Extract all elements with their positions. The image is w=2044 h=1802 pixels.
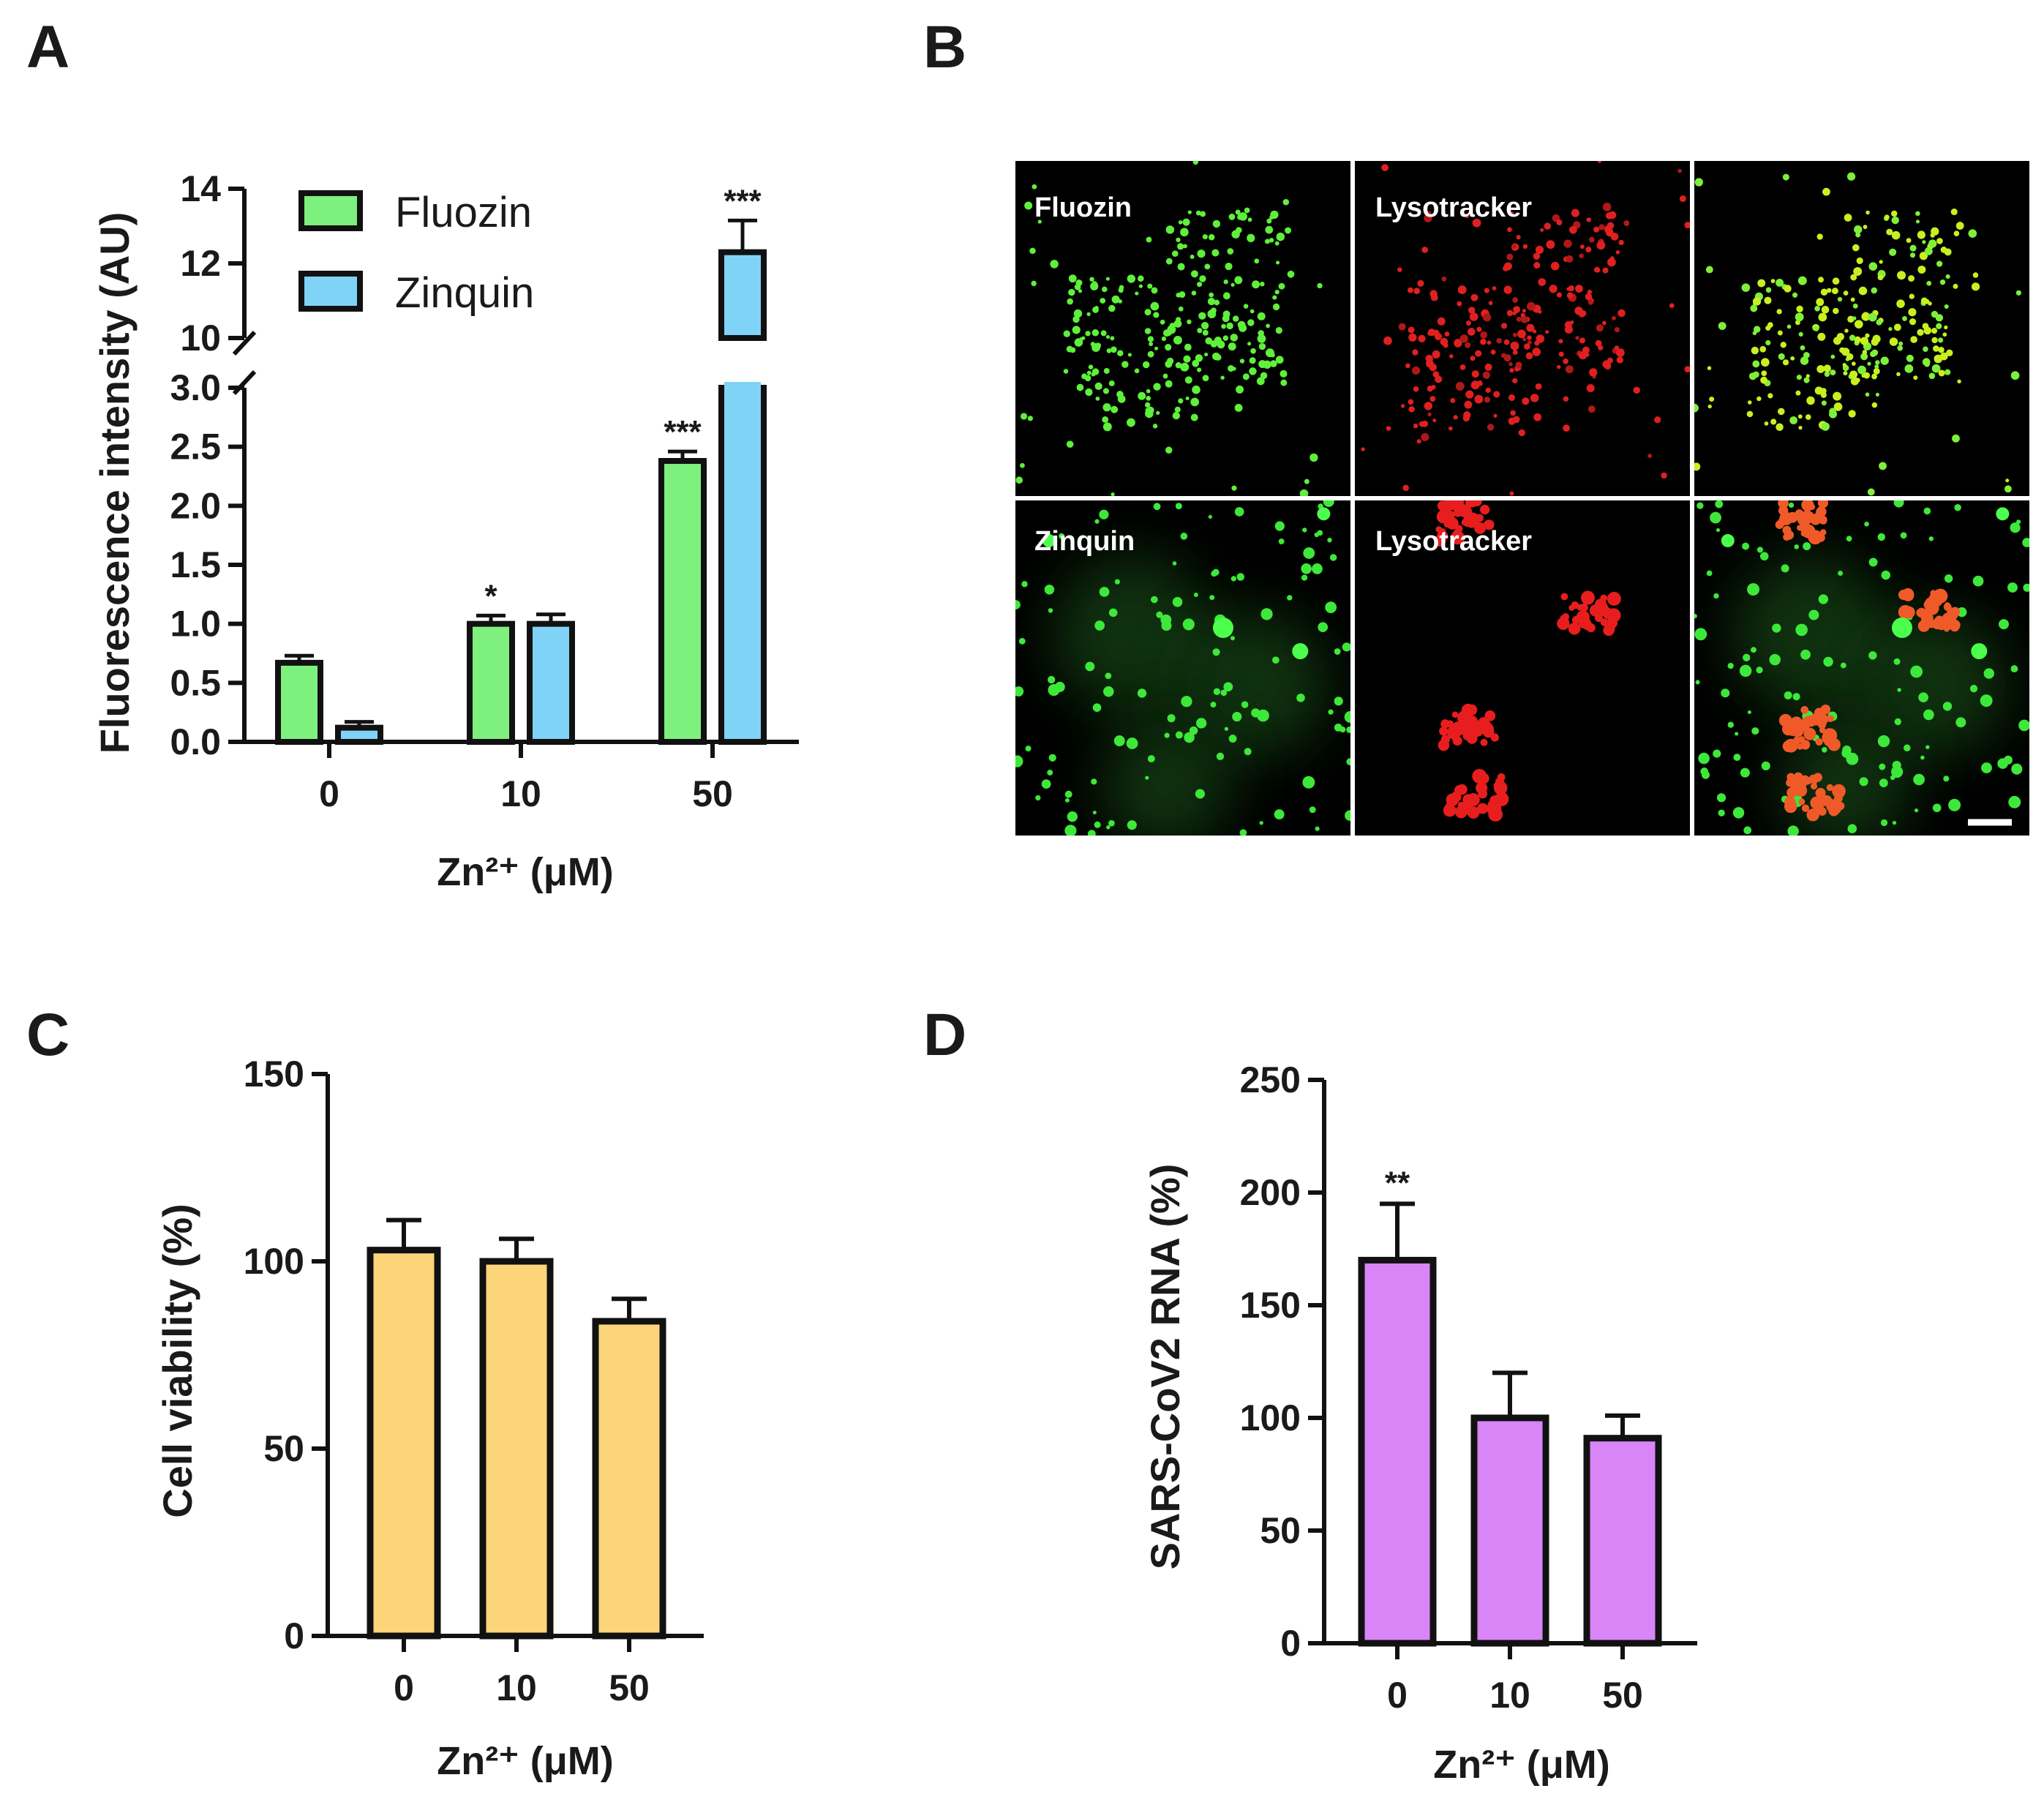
bar-fluozin-0 (275, 659, 323, 746)
x-tick-label: 50 (609, 1667, 650, 1708)
chart-a-legend: Fluozin Zinquin (298, 189, 534, 317)
micrograph-label-fluozin: Fluozin (1034, 192, 1132, 223)
y-tick-label: 200 (1240, 1172, 1301, 1213)
chart-a-bars: ******* (275, 183, 767, 746)
x-tick-label: 10 (496, 1667, 537, 1708)
chart-d-sars-cov2-rna: ** 0 10 50 0 50 100 150 200 250 SARS-CoV2 RNA (%… (1142, 1059, 1697, 1787)
legend-swatch-zinquin (298, 271, 363, 312)
y-tick-label: 1.5 (170, 544, 221, 585)
y-tick-label: 150 (1240, 1285, 1301, 1326)
y-tick-label: 1.0 (170, 604, 221, 645)
bar-50 (592, 1318, 666, 1640)
micrograph-label-zinquin: Zinquin (1034, 526, 1135, 557)
significance-marker: * (484, 578, 497, 614)
chart-d-y-axis-label: SARS-CoV2 RNA (%) (1142, 1164, 1188, 1570)
y-tick-label: 12 (180, 243, 221, 284)
chart-c-y-axis-label: Cell viability (%) (154, 1204, 200, 1517)
legend-label-zinquin: Zinquin (395, 269, 534, 317)
bar-fluozin-10 (467, 620, 515, 746)
y-tick-label: 0.5 (170, 662, 221, 703)
chart-a-axes: 0.0 0.5 1.0 1.5 2.0 2.5 3.0 10 12 14 0 10 50 (170, 168, 799, 814)
micrograph-label-lysotracker-top: Lysotracker (1375, 192, 1532, 223)
bar-50 (1583, 1435, 1662, 1647)
micrograph-tile-zinquin (1015, 500, 1350, 836)
legend-swatch-fluozin (298, 190, 363, 231)
bar-zinquin-50-upper (718, 249, 767, 342)
y-tick-label: 10 (180, 318, 221, 358)
y-tick-label: 50 (263, 1428, 304, 1469)
bar-zinquin-10 (527, 620, 575, 746)
micrograph-signal (1434, 500, 1621, 822)
x-tick-label: 0 (394, 1667, 414, 1708)
micrograph-tile-merge-top (1694, 161, 2029, 496)
panel-letter-b: B (923, 14, 966, 80)
chart-a-x-axis-label: Zn²⁺ (μM) (437, 850, 613, 894)
x-tick-label: 0 (1387, 1675, 1408, 1716)
bar-0 (367, 1247, 441, 1640)
chart-d-axes: 0 10 50 0 50 100 150 200 250 (1240, 1059, 1697, 1716)
y-tick-label: 14 (180, 168, 221, 209)
chart-c-cell-viability: 0 10 50 0 50 100 150 Cell viability (%) Zn²⁺ (… (154, 1054, 704, 1783)
chart-c-axes: 0 10 50 0 50 100 150 (244, 1054, 704, 1708)
micrograph-tile-lysotracker-top (1355, 161, 1690, 496)
x-tick-label: 0 (319, 773, 339, 814)
x-tick-label: 10 (1489, 1675, 1530, 1716)
y-tick-label: 2.0 (170, 485, 221, 526)
significance-marker: *** (724, 183, 762, 219)
micrograph-background (1355, 500, 1690, 836)
micrograph-grid: Fluozin Lysotracker Zinquin Lysotracker (1015, 161, 2032, 838)
micrograph-signal (1361, 161, 1690, 496)
significance-marker: *** (664, 414, 702, 450)
y-tick-label: 100 (244, 1241, 304, 1282)
micrograph-signal (1694, 172, 2021, 496)
significance-marker: ** (1385, 1165, 1410, 1201)
y-tick-label: 150 (244, 1054, 304, 1095)
micrograph-signal (1694, 500, 2029, 836)
axis-break-mark (232, 330, 257, 356)
chart-d-x-axis-label: Zn²⁺ (μM) (1433, 1743, 1609, 1787)
chart-c-bars (367, 1217, 666, 1640)
bar-10 (479, 1258, 554, 1640)
chart-d-bars: ** (1358, 1165, 1662, 1647)
bar-zinquin-50-lower (718, 385, 767, 745)
panel-letter-d: D (923, 1002, 966, 1068)
x-tick-label: 50 (692, 773, 733, 814)
legend-label-fluozin: Fluozin (395, 189, 532, 236)
x-tick-label: 10 (500, 773, 541, 814)
chart-a-y-axis-label: Fluorescence intensity (AU) (91, 212, 138, 754)
micrograph-label-lysotracker-bottom: Lysotracker (1375, 526, 1532, 557)
micrograph-signal (1015, 161, 1323, 496)
y-tick-label: 0 (284, 1615, 304, 1656)
y-tick-label: 250 (1240, 1059, 1301, 1100)
chart-c-x-axis-label: Zn²⁺ (μM) (437, 1739, 613, 1783)
bar-0 (1358, 1256, 1437, 1647)
bar-break-gap (724, 382, 761, 394)
panel-letter-c: C (26, 1002, 69, 1068)
y-tick-label: 2.5 (170, 427, 221, 468)
panel-letter-a: A (26, 14, 69, 80)
x-tick-label: 50 (1602, 1675, 1643, 1716)
micrograph-tile-merge-bottom (1694, 500, 2029, 836)
micrograph-background (1694, 161, 2029, 496)
micrograph-signal (1015, 500, 1350, 836)
bar-10 (1470, 1414, 1549, 1647)
bar-fluozin-50 (658, 458, 707, 745)
y-tick-label: 0 (1280, 1623, 1301, 1664)
y-tick-label: 100 (1240, 1397, 1301, 1438)
micrograph-tile-lysotracker-bottom (1355, 500, 1690, 836)
y-tick-label: 50 (1260, 1510, 1301, 1551)
y-tick-label: 0.0 (170, 721, 221, 762)
micrograph-tile-fluozin (1015, 161, 1350, 496)
y-tick-label: 3.0 (170, 367, 221, 408)
micrograph-background (1015, 161, 1350, 496)
